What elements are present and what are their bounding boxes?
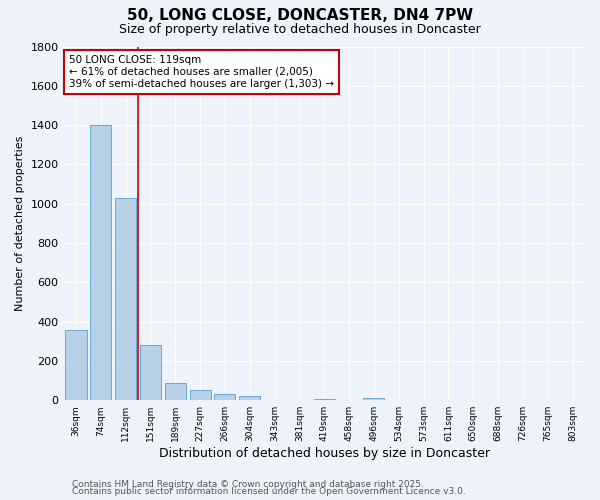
Bar — [239, 396, 260, 400]
Text: 50 LONG CLOSE: 119sqm
← 61% of detached houses are smaller (2,005)
39% of semi-d: 50 LONG CLOSE: 119sqm ← 61% of detached … — [69, 56, 334, 88]
Bar — [165, 382, 186, 400]
Bar — [115, 198, 136, 400]
Text: Contains public sector information licensed under the Open Government Licence v3: Contains public sector information licen… — [72, 488, 466, 496]
Text: Size of property relative to detached houses in Doncaster: Size of property relative to detached ho… — [119, 22, 481, 36]
Text: Contains HM Land Registry data © Crown copyright and database right 2025.: Contains HM Land Registry data © Crown c… — [72, 480, 424, 489]
Y-axis label: Number of detached properties: Number of detached properties — [15, 136, 25, 311]
Bar — [214, 394, 235, 400]
Bar — [190, 390, 211, 400]
Bar — [364, 398, 385, 400]
X-axis label: Distribution of detached houses by size in Doncaster: Distribution of detached houses by size … — [159, 447, 490, 460]
Bar — [140, 345, 161, 400]
Bar — [90, 125, 112, 400]
Bar — [65, 330, 86, 400]
Bar — [314, 399, 335, 400]
Text: 50, LONG CLOSE, DONCASTER, DN4 7PW: 50, LONG CLOSE, DONCASTER, DN4 7PW — [127, 8, 473, 22]
